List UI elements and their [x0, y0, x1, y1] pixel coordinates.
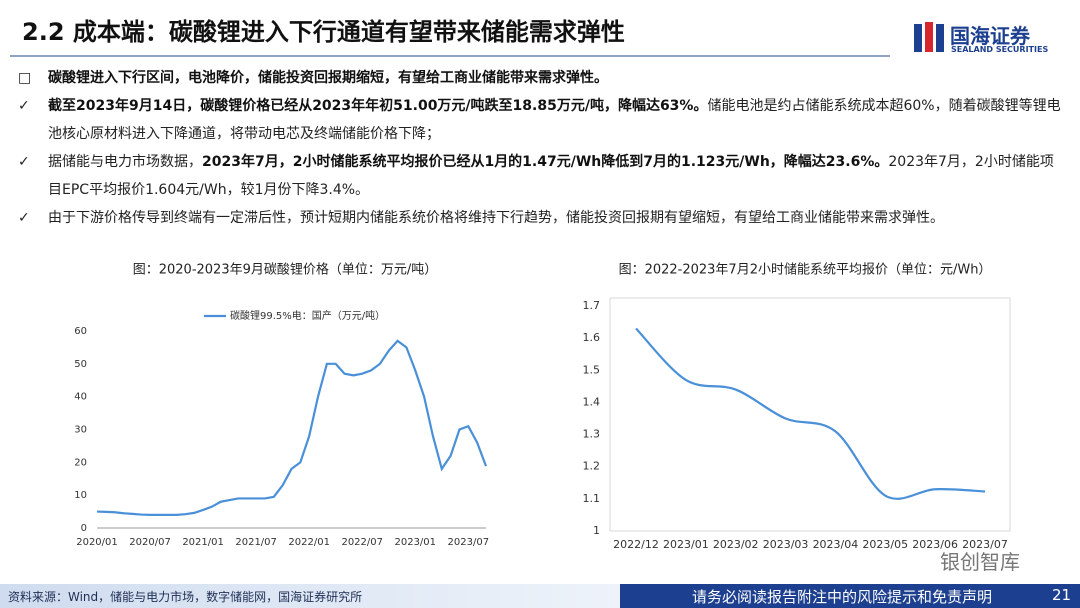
x-tick-label: 2022/12: [613, 538, 659, 551]
x-tick-label: 2023/07: [448, 537, 490, 548]
y-tick-label: 30: [74, 425, 87, 436]
bullet-text: 储能电池是约占储能系统成本超60%，随着碳酸锂等锂电池核心原材料进入下降通道，将…: [48, 98, 1061, 142]
bullet-marker: ✓: [18, 210, 30, 226]
disclaimer: 请务必阅读报告附注中的风险提示和免责声明: [692, 588, 993, 606]
bullet-list: □ 碳酸锂进入下行区间，电池降价，储能投资回报期缩短，有望给工商业储能带来需求弹性…: [14, 64, 1064, 232]
y-tick-label: 1.6: [583, 331, 601, 344]
x-tick-label: 2023/06: [912, 538, 958, 551]
bullet-marker: ✓: [18, 154, 30, 170]
x-tick-label: 2023/04: [813, 538, 859, 551]
bullet-marker: ✓: [18, 98, 30, 114]
legend-label: 碳酸锂99.5%电：国产（万元/吨）: [230, 309, 385, 322]
y-tick-label: 1: [593, 524, 600, 537]
plot-frame: [609, 297, 1011, 532]
logo-subtext: SEALAND SECURITIES: [951, 45, 1049, 54]
x-tick-label: 2023/07: [962, 538, 1008, 551]
x-tick-label: 2020/07: [129, 537, 171, 548]
chart-title: 图：2020-2023年9月碳酸锂价格（单位：万元/吨）: [133, 262, 438, 278]
bullet-text: 由于下游价格传导到终端有一定滞后性，预计短期内储能系统价格将维持下行趋势，储能投…: [48, 210, 944, 226]
chart-title: 图：2022-2023年7月2小时储能系统平均报价（单位：元/Wh）: [619, 263, 992, 278]
x-tick-label: 2021/07: [235, 537, 277, 548]
y-tick-label: 10: [74, 490, 87, 501]
bullet-text: 据储能与电力市场数据，: [48, 154, 202, 170]
y-tick-label: 60: [74, 326, 87, 337]
x-tick-label: 2023/03: [763, 538, 809, 551]
bullet: ✓ 据储能与电力市场数据，2023年7月，2小时储能系统平均报价已经从1月的1.4…: [14, 148, 1064, 204]
slide-title: 2.2 成本端：碳酸锂进入下行通道有望带来储能需求弹性: [22, 18, 625, 46]
y-tick-label: 40: [74, 392, 87, 403]
x-tick-label: 2020/01: [76, 537, 118, 548]
y-tick-label: 50: [74, 359, 87, 370]
y-tick-label: 1.5: [583, 363, 601, 376]
y-tick-label: 20: [74, 457, 87, 468]
bullet-text: 2023年7月，2小时储能系统平均报价已经从1月的1.47元/Wh降低到7月的1…: [202, 154, 889, 170]
bullet-text: 2023年7月，2小时储能项目EPC平均报价1.604元/Wh，较1月份下降3.…: [48, 154, 1054, 198]
header-rule: [10, 55, 890, 57]
footer-band: [0, 584, 620, 608]
logo-text: 国海证券: [950, 24, 1030, 48]
y-tick-label: 1.2: [583, 460, 601, 473]
bullet-text: 碳酸锂进入下行区间，电池降价，储能投资回报期缩短，有望给工商业储能带来需求弹性。: [48, 70, 608, 86]
x-tick-label: 2023/05: [862, 538, 908, 551]
bullet: □ 碳酸锂进入下行区间，电池降价，储能投资回报期缩短，有望给工商业储能带来需求弹性…: [14, 64, 1064, 92]
bullet: ✓ 截至2023年9月14日，碳酸锂价格已经从2023年年初51.00万元/吨跌至…: [14, 92, 1064, 148]
data-line: [635, 327, 986, 500]
bullet-marker: □: [18, 70, 32, 86]
y-tick-label: 1.1: [583, 492, 601, 505]
bullet: ✓ 由于下游价格传导到终端有一定滞后性，预计短期内储能系统价格将维持下行趋势，储能…: [14, 204, 1064, 232]
source-note: 资料来源：Wind，储能与电力市场，数字储能网，国海证券研究所: [8, 590, 363, 604]
y-tick-label: 1.3: [583, 428, 601, 441]
logo-icon: [914, 22, 944, 52]
y-tick-label: 1.7: [583, 299, 601, 312]
x-tick-label: 2021/01: [182, 537, 224, 548]
charts: 图：2020-2023年9月碳酸锂价格（单位：万元/吨） 0 10 20 30 40 50 6…: [74, 262, 1011, 551]
watermark: 银创智库: [940, 550, 1020, 574]
data-line: [96, 339, 488, 516]
x-tick-label: 2023/02: [713, 538, 759, 551]
bullet-text: 截至2023年9月14日，碳酸锂价格已经从2023年年初51.00万元/吨跌至1…: [48, 98, 708, 114]
x-tick-label: 2022/01: [288, 537, 330, 548]
y-tick-label: 1.4: [583, 395, 601, 408]
y-tick-label: 0: [81, 523, 87, 534]
page-number: 21: [1052, 586, 1072, 604]
footer-band: [620, 584, 1080, 608]
x-tick-label: 2023/01: [663, 538, 709, 551]
x-tick-label: 2023/01: [394, 537, 436, 548]
x-tick-label: 2022/07: [341, 537, 383, 548]
